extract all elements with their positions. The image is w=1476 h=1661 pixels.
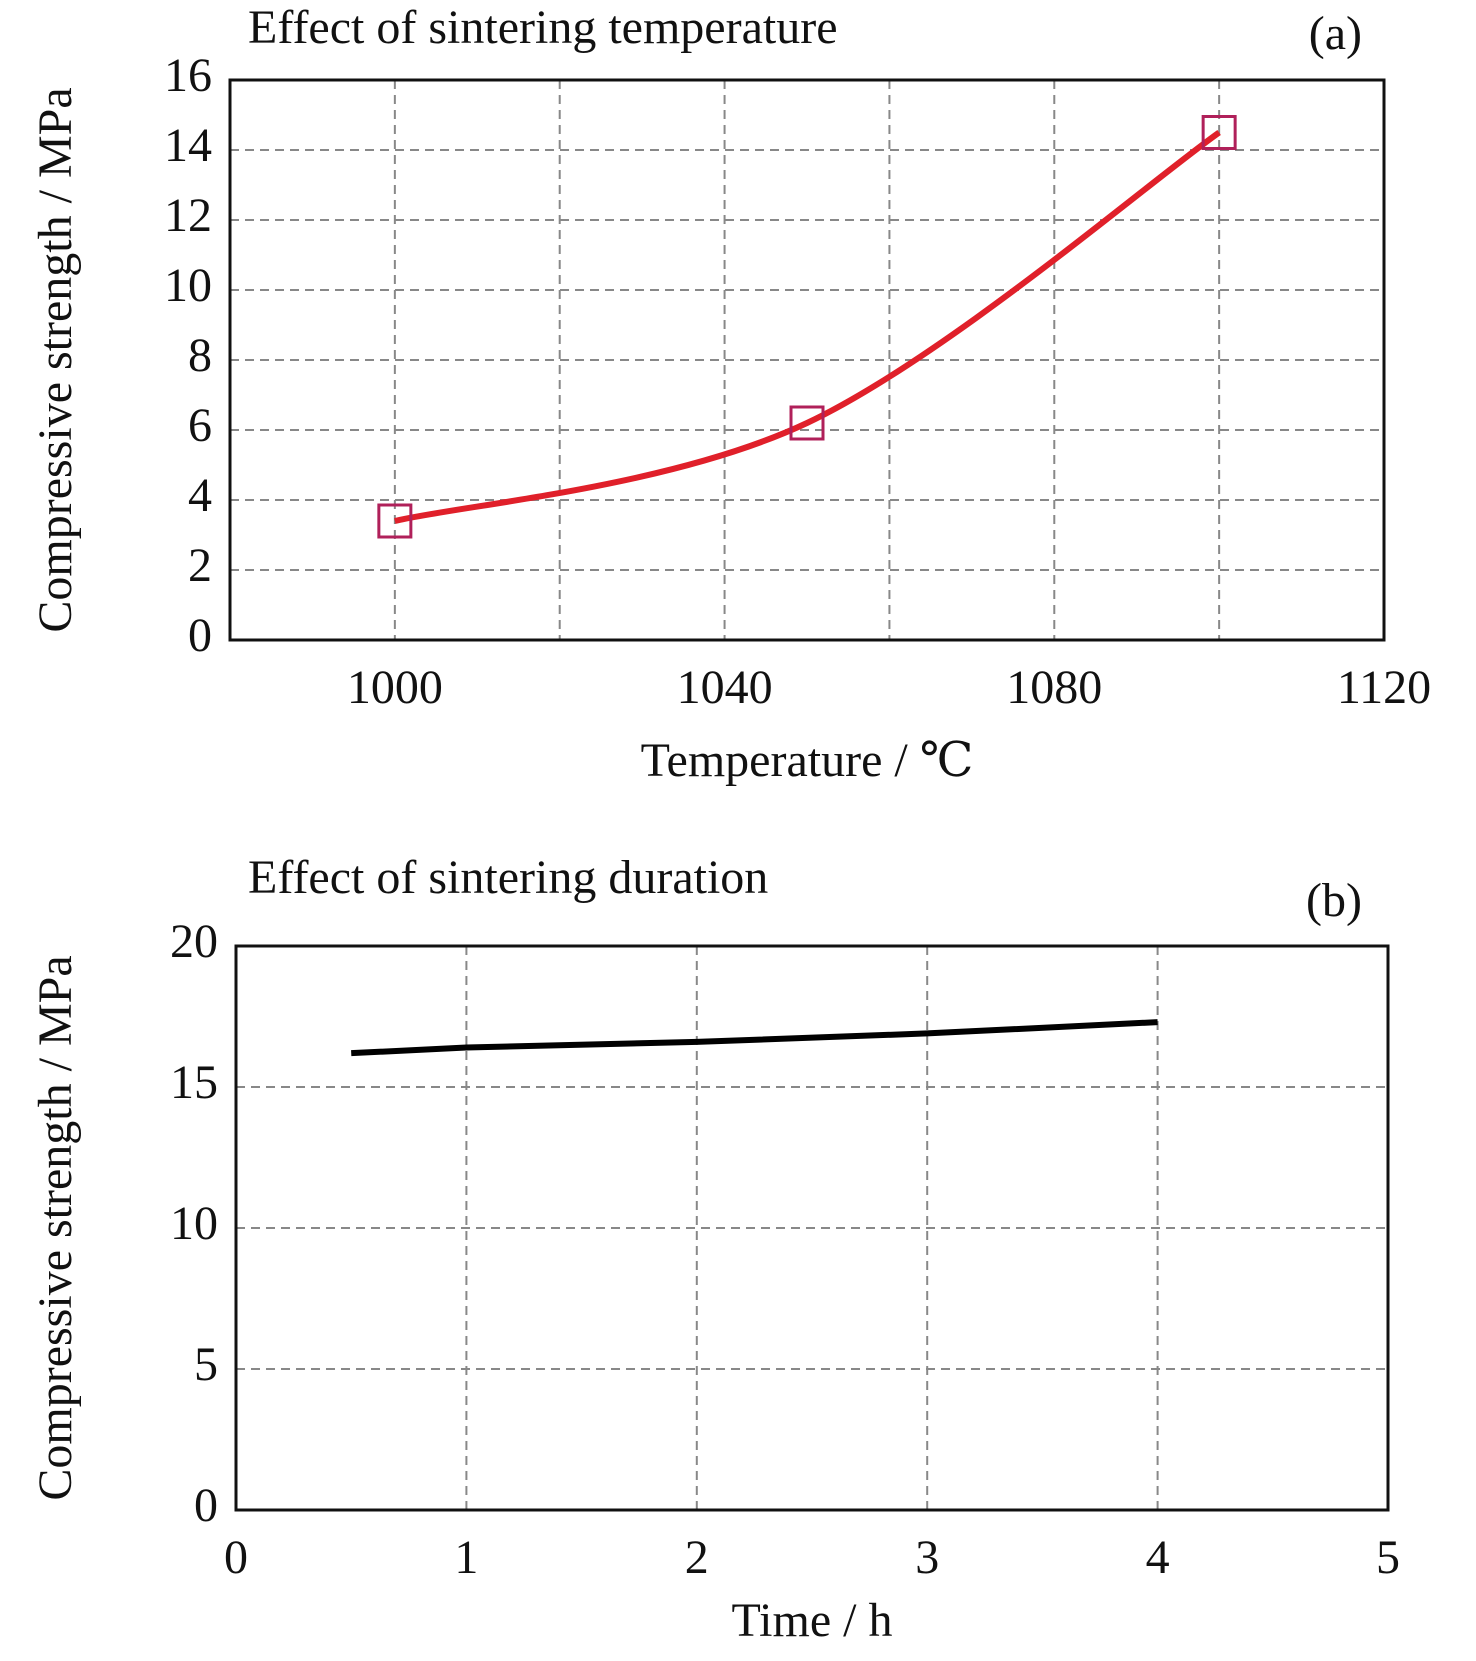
x-tick-label: 0	[224, 1531, 248, 1584]
y-tick-label: 16	[164, 49, 212, 102]
plot-frame	[234, 944, 1390, 1512]
chart-title: Effect of sintering temperature	[248, 1, 838, 54]
y-tick-label: 8	[188, 329, 212, 382]
y-tick-label: 4	[188, 469, 212, 522]
x-tick-label: 4	[1146, 1531, 1170, 1584]
panel-label: (a)	[1309, 7, 1362, 60]
y-axis-label: Compressive strength / MPa	[29, 87, 82, 632]
x-tick-label: 1120	[1337, 661, 1431, 714]
panel-label: (b)	[1306, 874, 1362, 927]
plot-frame	[228, 78, 1386, 642]
y-tick-label: 2	[188, 539, 212, 592]
y-tick-label: 15	[170, 1056, 218, 1109]
data-line	[351, 1019, 1158, 1057]
y-tick-label: 5	[194, 1338, 218, 1391]
y-axis-label: Compressive strength / MPa	[29, 955, 82, 1500]
data-marker	[1201, 115, 1237, 150]
data-line	[394, 130, 1221, 524]
x-axis-label: Time / h	[732, 1594, 893, 1647]
y-tick-label: 0	[188, 609, 212, 662]
data-marker	[377, 503, 413, 539]
x-tick-label: 1000	[347, 661, 443, 714]
x-tick-label: 5	[1376, 1531, 1400, 1584]
x-tick-label: 1040	[677, 661, 773, 714]
x-tick-label: 2	[685, 1531, 709, 1584]
x-tick-label: 1	[454, 1531, 478, 1584]
x-axis-label: Temperature / ℃	[641, 734, 974, 787]
data-marker	[789, 405, 825, 441]
y-tick-label: 14	[164, 119, 212, 172]
y-tick-label: 0	[194, 1479, 218, 1532]
chart-title: Effect of sintering duration	[248, 851, 768, 904]
y-tick-label: 12	[164, 189, 212, 242]
y-tick-label: 20	[170, 915, 218, 968]
y-tick-label: 10	[170, 1197, 218, 1250]
y-tick-label: 6	[188, 399, 212, 452]
y-tick-label: 10	[164, 259, 212, 312]
x-tick-label: 1080	[1006, 661, 1102, 714]
x-tick-label: 3	[915, 1531, 939, 1584]
